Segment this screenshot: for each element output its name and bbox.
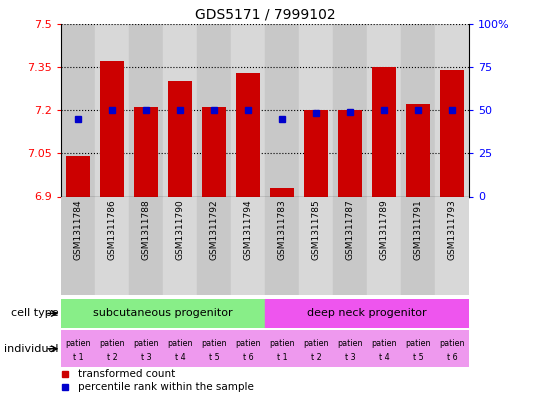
Text: t 3: t 3	[141, 353, 151, 362]
Text: patien: patien	[66, 339, 91, 348]
Bar	[134, 107, 158, 196]
Bar	[129, 196, 163, 295]
Bar	[406, 104, 430, 196]
Text: patien: patien	[201, 339, 227, 348]
Bar	[236, 73, 260, 196]
Title: GDS5171 / 7999102: GDS5171 / 7999102	[195, 7, 335, 21]
Bar	[435, 24, 469, 196]
Bar	[197, 24, 231, 196]
Text: GSM1311791: GSM1311791	[414, 199, 423, 260]
Bar	[67, 156, 90, 196]
Text: t 1: t 1	[277, 353, 287, 362]
Text: patien: patien	[236, 339, 261, 348]
Bar	[265, 24, 299, 196]
Text: patien: patien	[405, 339, 431, 348]
Bar	[203, 107, 226, 196]
Text: GSM1311784: GSM1311784	[74, 199, 83, 260]
Bar	[265, 299, 469, 328]
Bar	[401, 196, 435, 295]
Text: individual: individual	[4, 344, 59, 354]
Text: patien: patien	[303, 339, 329, 348]
Text: t 4: t 4	[379, 353, 390, 362]
Bar	[367, 24, 401, 196]
Bar	[372, 67, 396, 196]
Bar	[435, 196, 469, 295]
Bar	[231, 330, 265, 367]
Text: t 1: t 1	[73, 353, 84, 362]
Text: GSM1311786: GSM1311786	[108, 199, 117, 260]
Bar	[333, 196, 367, 295]
Bar	[231, 24, 265, 196]
Text: GSM1311787: GSM1311787	[345, 199, 354, 260]
Text: subcutaneous progenitor: subcutaneous progenitor	[93, 309, 233, 318]
Bar	[367, 330, 401, 367]
Bar	[440, 70, 464, 196]
Text: GSM1311792: GSM1311792	[209, 199, 219, 260]
Text: GSM1311793: GSM1311793	[448, 199, 457, 260]
Bar	[333, 24, 367, 196]
Text: t 2: t 2	[107, 353, 118, 362]
Text: deep neck progenitor: deep neck progenitor	[308, 309, 427, 318]
Bar	[338, 110, 362, 196]
Bar	[265, 196, 299, 295]
Bar	[435, 330, 469, 367]
Text: cell type: cell type	[11, 309, 59, 318]
Text: percentile rank within the sample: percentile rank within the sample	[78, 382, 254, 391]
Bar	[129, 24, 163, 196]
Bar	[299, 196, 333, 295]
Bar	[231, 196, 265, 295]
Text: patien: patien	[133, 339, 159, 348]
Bar	[197, 330, 231, 367]
Text: patien: patien	[372, 339, 397, 348]
Text: patien: patien	[439, 339, 465, 348]
Text: GSM1311788: GSM1311788	[142, 199, 151, 260]
Text: t 3: t 3	[345, 353, 356, 362]
Bar	[163, 24, 197, 196]
Bar	[95, 24, 129, 196]
Text: GSM1311783: GSM1311783	[278, 199, 287, 260]
Bar	[304, 110, 328, 196]
Text: patien: patien	[100, 339, 125, 348]
Bar	[265, 330, 299, 367]
Bar	[333, 330, 367, 367]
Bar	[95, 196, 129, 295]
Text: patien: patien	[167, 339, 193, 348]
Text: GSM1311789: GSM1311789	[379, 199, 389, 260]
Bar	[401, 330, 435, 367]
Bar	[129, 330, 163, 367]
Bar	[367, 196, 401, 295]
Bar	[270, 188, 294, 196]
Text: t 6: t 6	[243, 353, 254, 362]
Text: t 5: t 5	[209, 353, 220, 362]
Bar	[168, 81, 192, 196]
Bar	[100, 61, 124, 196]
Bar	[163, 196, 197, 295]
Bar	[61, 330, 95, 367]
Text: patien: patien	[337, 339, 363, 348]
Bar	[299, 24, 333, 196]
Bar	[163, 330, 197, 367]
Text: GSM1311790: GSM1311790	[176, 199, 185, 260]
Bar	[61, 299, 265, 328]
Text: t 4: t 4	[175, 353, 185, 362]
Text: transformed count: transformed count	[78, 369, 175, 379]
Text: GSM1311794: GSM1311794	[244, 199, 253, 260]
Text: GSM1311785: GSM1311785	[312, 199, 321, 260]
Bar	[197, 196, 231, 295]
Text: t 6: t 6	[447, 353, 457, 362]
Bar	[61, 196, 95, 295]
Bar	[401, 24, 435, 196]
Bar	[95, 330, 129, 367]
Bar	[299, 330, 333, 367]
Text: patien: patien	[269, 339, 295, 348]
Text: t 5: t 5	[413, 353, 423, 362]
Text: t 2: t 2	[311, 353, 321, 362]
Bar	[61, 24, 95, 196]
